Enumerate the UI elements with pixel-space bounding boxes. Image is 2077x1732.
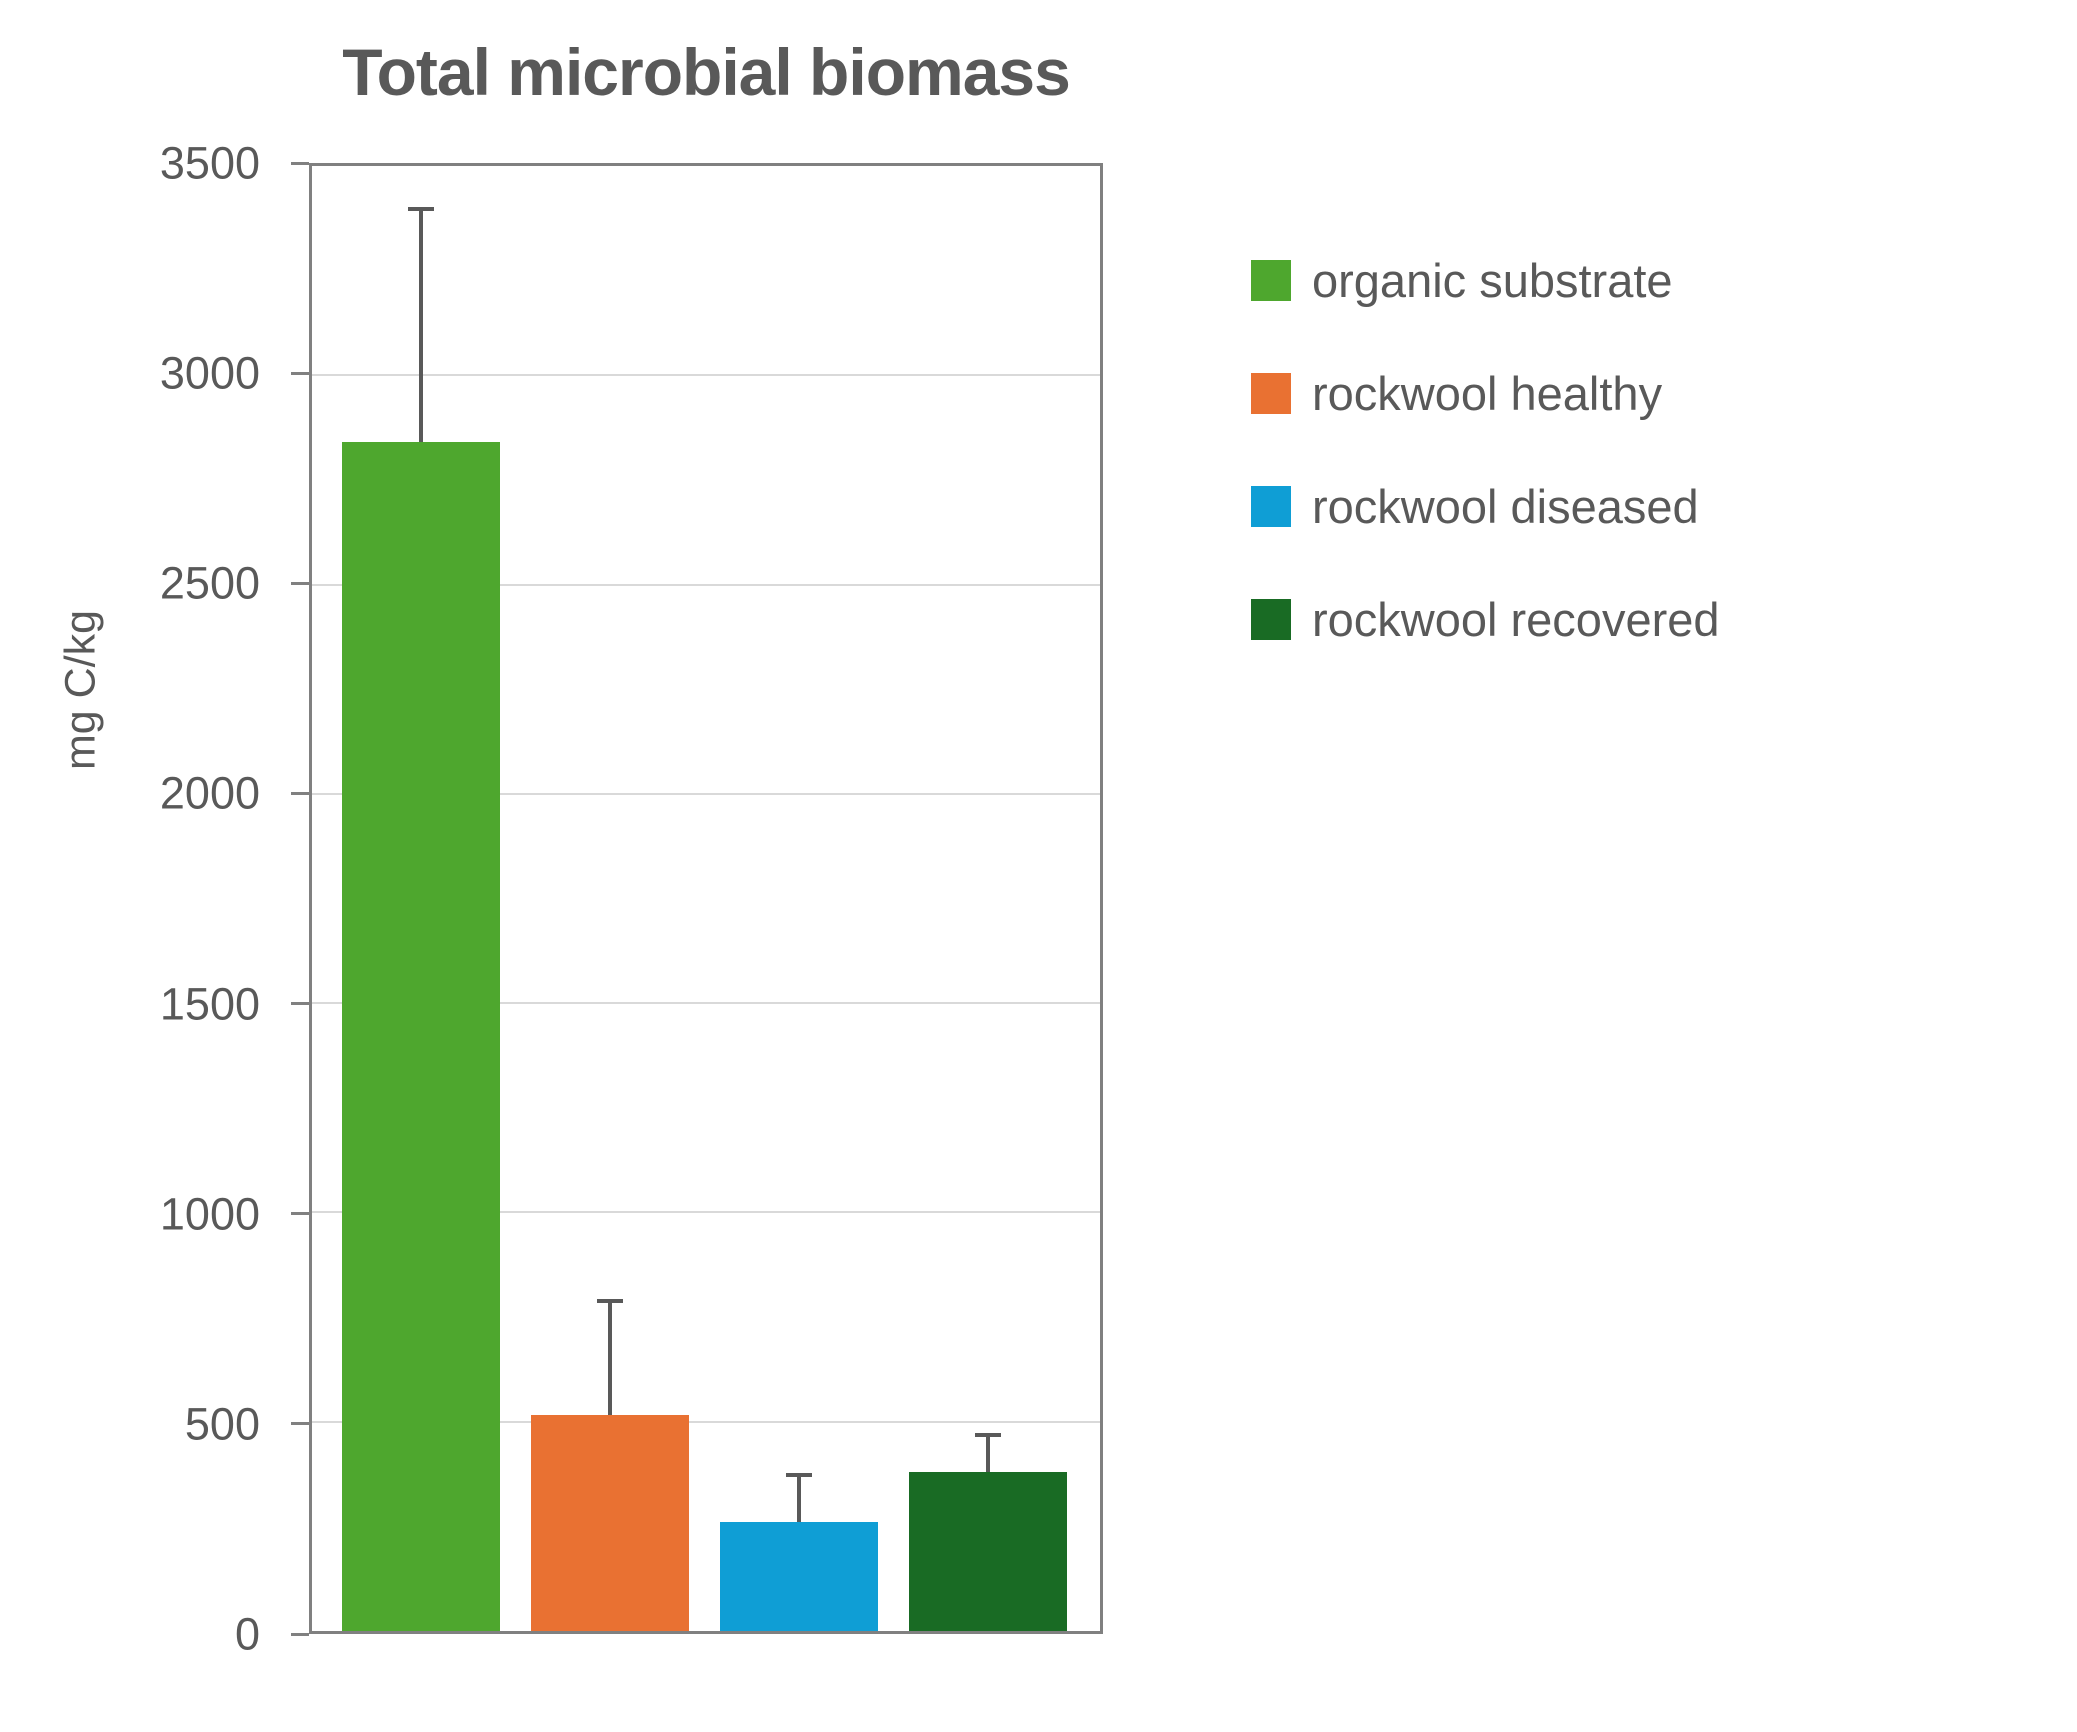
error-whisker-organic-substrate	[418, 209, 423, 443]
error-whisker-rockwool-recovered	[986, 1435, 991, 1472]
y-tick-mark	[291, 581, 309, 585]
error-whisker-rockwool-healthy	[607, 1302, 612, 1416]
legend-item-rockwool-recovered: rockwool recovered	[1251, 593, 1720, 646]
legend-label: rockwool diseased	[1312, 480, 1699, 533]
y-tick-mark	[291, 161, 309, 165]
gridline	[312, 792, 1100, 795]
legend-label: rockwool recovered	[1312, 593, 1720, 646]
y-tick-label: 2500	[159, 557, 260, 609]
legend-item-organic-substrate: organic substrate	[1251, 254, 1720, 307]
y-tick-mark	[291, 791, 309, 795]
y-tick-label: 3500	[159, 137, 260, 189]
y-tick-mark	[291, 1632, 309, 1636]
y-tick-mark	[291, 371, 309, 375]
y-tick-mark	[291, 1212, 309, 1216]
legend-swatch-rockwool-healthy	[1251, 373, 1291, 414]
error-whisker-rockwool-diseased	[796, 1476, 801, 1523]
legend-swatch-organic-substrate	[1251, 260, 1291, 301]
error-cap-rockwool-recovered	[975, 1432, 1002, 1437]
legend-label: rockwool healthy	[1312, 367, 1663, 420]
gridline	[312, 374, 1100, 377]
y-tick-label: 0	[234, 1608, 260, 1660]
gridline	[312, 1211, 1100, 1214]
plot-area	[309, 163, 1103, 1634]
gridline	[312, 1420, 1100, 1423]
y-tick-mark	[291, 1002, 309, 1006]
error-cap-rockwool-diseased	[785, 1473, 812, 1478]
bar-rockwool-diseased	[720, 1522, 878, 1631]
y-tick-label: 1500	[159, 978, 260, 1030]
error-cap-organic-substrate	[407, 206, 434, 211]
y-tick-mark	[291, 1422, 309, 1426]
y-axis-title: mg C/kg	[56, 609, 105, 771]
gridline	[312, 1002, 1100, 1005]
legend-swatch-rockwool-recovered	[1251, 599, 1291, 640]
y-tick-label: 1000	[159, 1188, 260, 1240]
legend: organic substrate rockwool healthy rockwoo…	[1251, 254, 1720, 712]
legend-item-rockwool-healthy: rockwool healthy	[1251, 367, 1720, 420]
legend-label: organic substrate	[1312, 254, 1673, 307]
bar-rockwool-healthy	[531, 1415, 689, 1631]
legend-swatch-rockwool-diseased	[1251, 486, 1291, 527]
error-cap-rockwool-healthy	[596, 1299, 623, 1304]
gridline	[312, 583, 1100, 586]
y-tick-label: 2000	[159, 767, 260, 819]
legend-item-rockwool-diseased: rockwool diseased	[1251, 480, 1720, 533]
chart-title: Total microbial biomass	[342, 35, 1071, 109]
bar-rockwool-recovered	[909, 1471, 1067, 1631]
y-tick-label: 3000	[159, 347, 260, 399]
y-tick-label: 500	[184, 1398, 260, 1450]
bar-organic-substrate	[341, 442, 500, 1631]
